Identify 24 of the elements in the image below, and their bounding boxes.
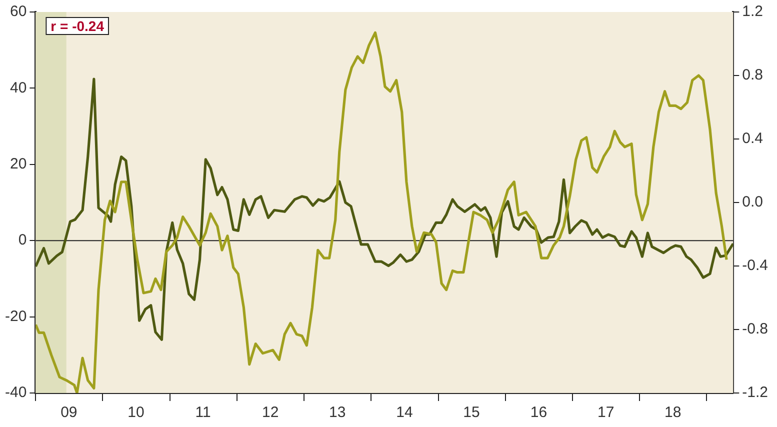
x-tick-label: 13: [329, 404, 346, 422]
y2-tick-label: 0.8: [742, 66, 764, 84]
y-tick-label: 0: [18, 232, 27, 249]
x-tick-label: 12: [262, 404, 279, 422]
y-tick-label: 60: [10, 3, 27, 20]
y-tick-label: 20: [10, 156, 27, 173]
x-tick-label: 17: [597, 404, 614, 422]
annotation: r = -0.24: [50, 18, 104, 34]
x-tick-label: 10: [128, 404, 144, 422]
y2-tick-label: 0.0: [742, 194, 764, 211]
y2-tick-label: 1.2: [742, 3, 764, 20]
y2-tick-label: -0.8: [742, 320, 768, 338]
y-tick-label: -20: [4, 308, 27, 325]
y2-tick-label: -0.4: [742, 257, 768, 274]
y-tick-label: -40: [4, 384, 27, 402]
y2-tick-label: -1.2: [742, 384, 768, 402]
x-tick-label: 14: [396, 404, 413, 422]
x-tick-label: 15: [463, 404, 480, 422]
y2-tick-label: 0.4: [742, 130, 764, 148]
x-tick-label: 09: [60, 404, 78, 422]
y-tick-label: 40: [10, 79, 27, 96]
x-tick-label: 16: [530, 404, 548, 422]
x-tick-label: 11: [195, 404, 211, 422]
x-tick-label: 18: [664, 404, 682, 422]
